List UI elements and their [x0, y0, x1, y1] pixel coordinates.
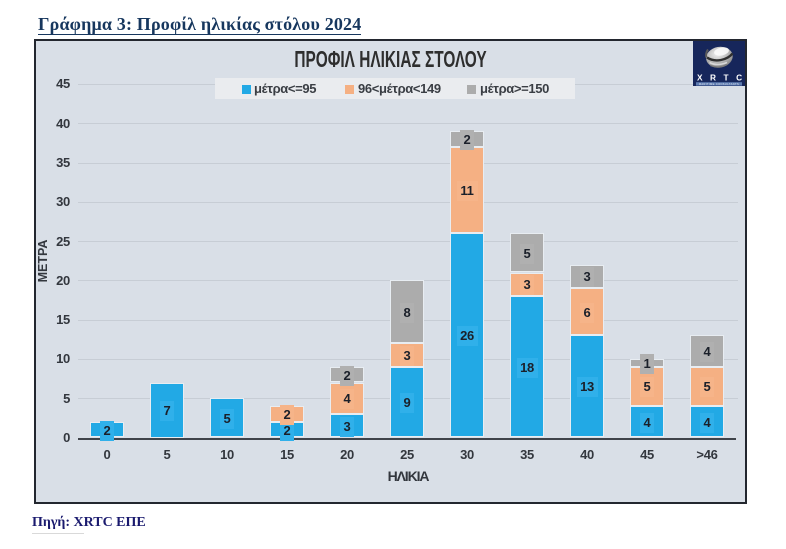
- svg-text:XRTC: XRTC: [697, 72, 745, 82]
- svg-text:MARITIME CONSULTANTS: MARITIME CONSULTANTS: [699, 82, 739, 86]
